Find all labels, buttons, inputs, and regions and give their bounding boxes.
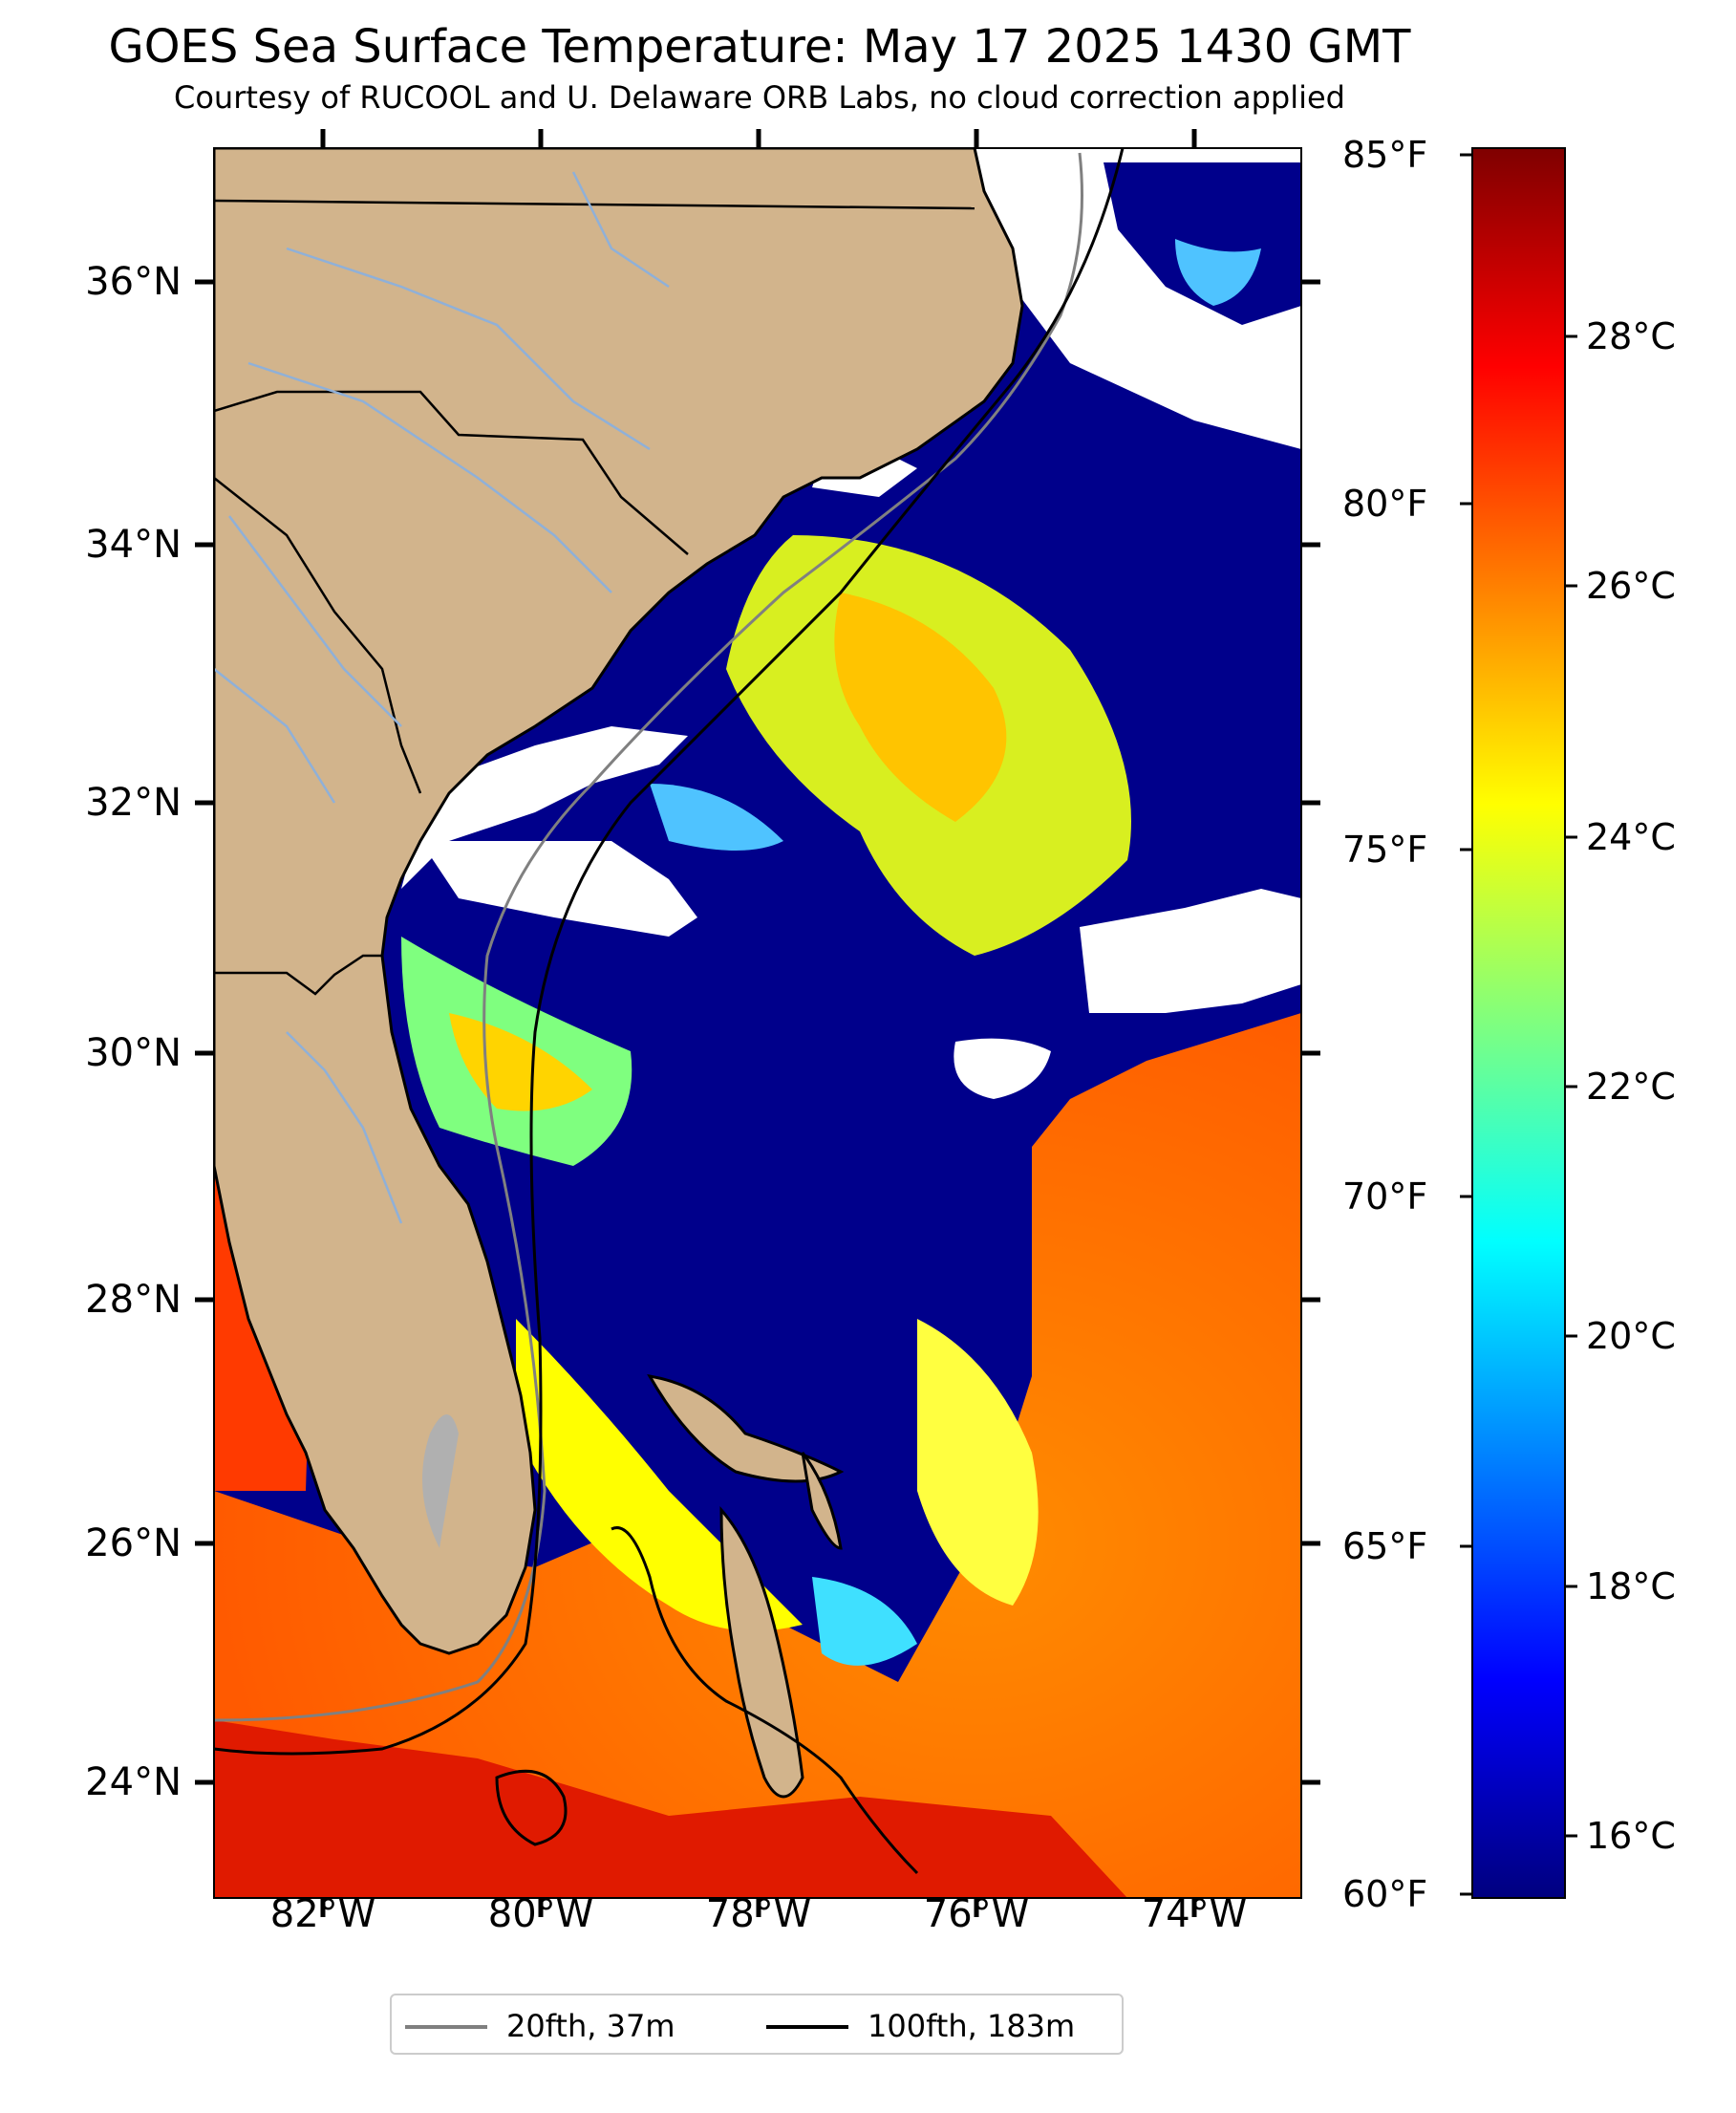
cloud-area-central [401, 726, 688, 889]
lon-label-74: 74°W [1141, 1892, 1248, 1936]
lat-label-32: 32°N [85, 781, 182, 825]
warm-water [214, 1013, 1301, 1898]
mainland-landmass [214, 148, 1024, 1655]
colorbar [1471, 147, 1566, 1899]
lat-label-30: 30°N [85, 1031, 182, 1075]
lat-label-36: 36°N [85, 260, 182, 304]
colorbar-ticks [1460, 153, 1577, 1896]
rivers [214, 171, 670, 1224]
map-subtitle: Courtesy of RUCOOL and U. Delaware ORB L… [174, 79, 1345, 116]
contour-100fth [214, 148, 1125, 1756]
lon-label-82: 82°W [269, 1892, 376, 1936]
colorbar-label-16c: 16°C [1586, 1815, 1676, 1857]
legend-line-gray [405, 2025, 487, 2029]
map-title: GOES Sea Surface Temperature: May 17 202… [108, 20, 1411, 74]
legend-label-100fth: 100fth, 183m [868, 2008, 1076, 2044]
colorbar-label-60f: 60°F [1342, 1873, 1428, 1915]
colorbar-label-80f: 80°F [1342, 483, 1428, 525]
map-area [214, 148, 1301, 1898]
colorbar-label-20c: 20°C [1586, 1315, 1676, 1357]
colorbar-label-28c: 28°C [1586, 315, 1676, 357]
contour-20fth [214, 152, 1083, 1722]
colorbar-label-70f: 70°F [1342, 1175, 1428, 1218]
lon-label-76: 76°W [923, 1892, 1030, 1936]
colorbar-label-65f: 65°F [1342, 1525, 1428, 1567]
map-legend: 20fth, 37m 100fth, 183m [390, 1994, 1124, 2055]
colorbar-label-26c: 26°C [1586, 565, 1676, 607]
colorbar-label-18c: 18°C [1586, 1565, 1676, 1607]
andros-island [719, 1506, 804, 1799]
legend-line-black [766, 2025, 848, 2029]
latitude-ticks [195, 279, 1320, 1785]
colorbar-label-75f: 75°F [1342, 829, 1428, 871]
lat-label-34: 34°N [85, 523, 182, 567]
legend-item-20fth: 20fth, 37m [405, 2005, 720, 2047]
legend-item-100fth: 100fth, 183m [766, 2005, 1110, 2047]
lat-label-26: 26°N [85, 1521, 182, 1565]
colorbar-label-85f: 85°F [1342, 134, 1428, 176]
longitude-ticks [320, 129, 1197, 1917]
colorbar-label-24c: 24°C [1586, 816, 1676, 858]
colorbar-label-22c: 22°C [1586, 1066, 1676, 1108]
lon-label-78: 78°W [705, 1892, 812, 1936]
legend-label-20fth: 20fth, 37m [506, 2008, 675, 2044]
lon-label-80: 80°W [487, 1892, 594, 1936]
lat-label-28: 28°N [85, 1278, 182, 1322]
lat-label-24: 24°N [85, 1760, 182, 1804]
